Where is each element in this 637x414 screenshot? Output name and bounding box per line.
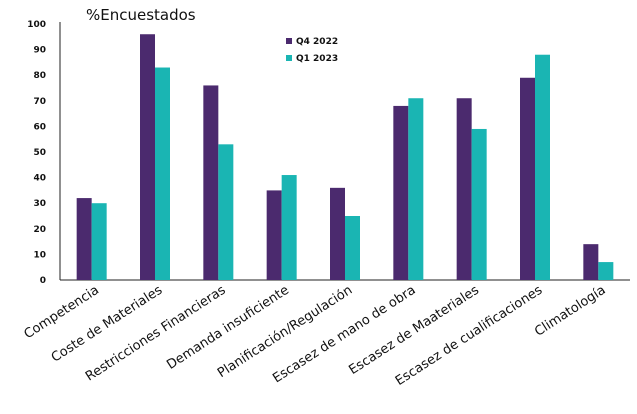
y-unit-label: %Encuestados [86,6,196,24]
bar-q1-2023-3 [281,175,297,280]
legend-swatch [286,55,292,61]
x-tick-label: Coste de Materiales [49,283,166,366]
bar-q1-2023-4 [345,216,360,280]
y-tick-label: 30 [33,199,46,209]
bar-q1-2023-7 [535,54,550,280]
y-tick-label: 10 [33,250,46,260]
y-tick-label: 0 [40,276,46,286]
y-tick-label: 60 [33,122,46,132]
bar-q1-2023-5 [408,98,424,281]
bar-q4-2022-4 [330,187,345,280]
bar-q4-2022-3 [266,190,282,280]
bar-q4-2022-6 [456,98,472,281]
y-tick-label: 40 [33,174,46,184]
y-tick-label: 20 [33,225,46,235]
bar-q1-2023-0 [91,203,107,280]
legend: Q4 2022 Q1 2023 [286,37,338,64]
bar-q1-2023-6 [471,128,487,280]
legend-label: Q1 2023 [296,54,338,64]
x-tick-label: Climatología [532,283,608,340]
bar-q1-2023-8 [598,262,614,280]
bar-q4-2022-5 [393,105,409,280]
y-tick-label: 90 [33,46,46,56]
bar-q4-2022-2 [203,85,219,280]
bars-group [76,34,614,281]
bar-q4-2022-8 [583,244,599,280]
y-tick-label: 80 [33,71,46,81]
bar-q4-2022-0 [76,198,92,280]
y-tick-label: 50 [33,148,46,158]
bar-q1-2023-2 [218,144,234,280]
y-axis-labels: 0 10 20 30 40 50 60 70 80 90 100 [27,20,46,286]
bar-q1-2023-1 [155,67,170,281]
y-tick-label: 70 [33,97,46,107]
legend-swatch [286,38,292,44]
legend-label: Q4 2022 [296,37,338,47]
bar-q4-2022-1 [140,34,155,280]
bar-q4-2022-7 [520,77,535,280]
y-tick-label: 100 [27,20,46,30]
